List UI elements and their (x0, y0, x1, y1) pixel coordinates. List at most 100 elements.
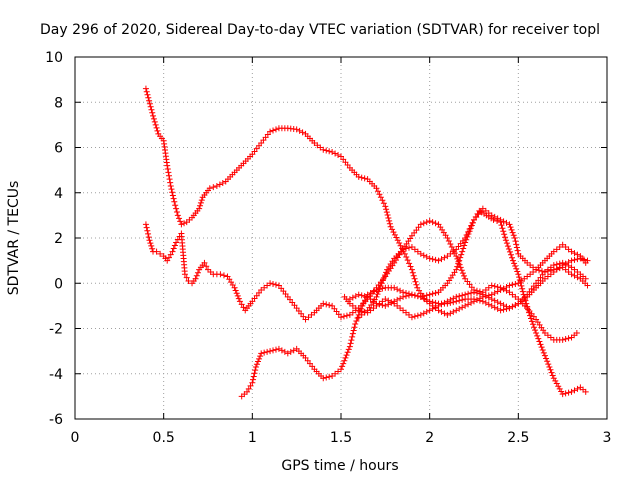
data-point-marker (420, 252, 427, 259)
data-point-marker (401, 250, 408, 257)
data-point-marker (534, 332, 541, 339)
data-point-marker (494, 215, 501, 222)
data-point-marker (348, 337, 355, 344)
data-point-marker (157, 250, 164, 257)
data-point-marker (507, 224, 514, 231)
data-point-marker (257, 353, 264, 360)
data-point-marker (509, 281, 516, 288)
data-point-marker (536, 267, 543, 274)
data-point-marker (233, 290, 240, 297)
data-point-marker (383, 206, 390, 213)
data-point-marker (429, 299, 436, 306)
data-point-marker (488, 296, 495, 303)
data-point-marker (454, 263, 461, 270)
data-point-marker (166, 176, 173, 183)
data-point-marker (270, 281, 277, 288)
data-point-marker (382, 203, 389, 210)
data-point-marker (232, 287, 239, 294)
data-point-marker (236, 298, 243, 305)
data-point-marker (512, 281, 519, 288)
data-point-marker (541, 352, 548, 359)
data-point-marker (142, 221, 149, 228)
data-point-marker (198, 197, 205, 204)
data-point-marker (491, 283, 498, 290)
data-point-marker (174, 212, 181, 219)
data-point-marker (473, 290, 480, 297)
data-point-marker (538, 344, 545, 351)
data-point-marker (383, 209, 390, 216)
data-point-marker (373, 300, 380, 307)
data-point-marker (143, 88, 150, 95)
data-point-marker (537, 341, 544, 348)
data-point-marker (517, 279, 524, 286)
data-point-marker (423, 308, 430, 315)
data-point-marker (429, 256, 436, 263)
data-point-marker (584, 257, 591, 264)
data-point-marker (206, 185, 213, 192)
data-point-marker (447, 299, 454, 306)
data-point-marker (444, 311, 451, 318)
data-point-marker (354, 314, 361, 321)
data-point-marker (146, 237, 153, 244)
data-point-marker (338, 314, 344, 321)
data-point-marker (571, 272, 578, 279)
data-point-marker (213, 182, 220, 189)
data-point-marker (320, 375, 327, 382)
data-point-marker (255, 358, 262, 365)
data-point-marker (535, 335, 542, 342)
data-point-marker (426, 218, 433, 225)
data-point-marker (571, 387, 578, 394)
data-point-marker (343, 352, 350, 359)
data-point-marker (447, 241, 454, 248)
data-point-marker (544, 358, 551, 365)
data-point-marker (498, 222, 505, 229)
data-point-marker (548, 369, 555, 376)
data-point-marker (359, 302, 366, 309)
data-point-marker (258, 350, 265, 357)
data-point-marker (360, 300, 367, 307)
data-point-marker (403, 254, 410, 261)
x-tick-label: 2.5 (507, 430, 529, 446)
data-point-marker (143, 224, 150, 231)
data-point-marker (458, 251, 465, 258)
data-point-marker (272, 126, 279, 133)
data-point-marker (177, 218, 184, 225)
data-point-marker (150, 112, 157, 119)
data-point-marker (448, 244, 455, 251)
data-point-marker (453, 307, 460, 314)
data-point-marker (406, 260, 413, 267)
data-point-marker (541, 268, 548, 275)
data-point-marker (247, 382, 254, 389)
data-point-marker (244, 388, 251, 395)
data-point-marker (405, 244, 412, 251)
data-point-marker (287, 348, 294, 355)
data-point-marker (376, 191, 383, 198)
data-point-marker (494, 299, 501, 306)
data-point-marker (582, 388, 589, 395)
data-point-marker (450, 299, 457, 306)
data-point-marker (465, 290, 472, 297)
data-point-marker (417, 221, 424, 228)
data-point-marker (380, 274, 387, 281)
data-point-marker (525, 309, 532, 316)
data-point-marker (409, 269, 416, 276)
data-point-marker (499, 225, 506, 232)
data-point-marker (523, 300, 530, 307)
data-point-marker (524, 303, 531, 310)
data-point-marker (574, 274, 581, 281)
data-point-marker (338, 366, 344, 373)
data-point-marker (420, 310, 427, 317)
data-point-marker (429, 305, 436, 312)
data-point-marker (373, 293, 380, 300)
data-point-marker (519, 285, 526, 292)
data-point-marker (513, 265, 520, 272)
data-point-marker (562, 390, 569, 397)
data-point-marker (391, 231, 398, 238)
data-point-marker (185, 277, 192, 284)
data-point-marker (458, 267, 465, 274)
data-point-marker (216, 181, 223, 188)
data-point-marker (471, 296, 477, 303)
data-point-marker (169, 248, 176, 255)
data-point-marker (451, 250, 458, 257)
